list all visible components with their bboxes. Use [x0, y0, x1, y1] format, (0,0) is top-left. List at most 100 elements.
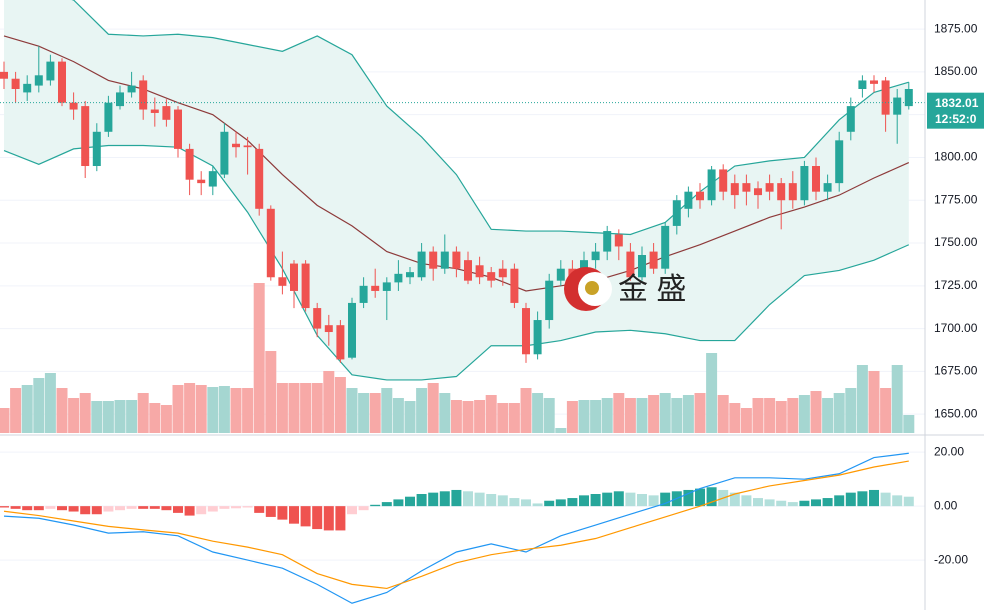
macd-bar — [776, 500, 787, 507]
volume-bar — [358, 393, 370, 433]
volume-bar — [44, 373, 56, 433]
candle-body — [11, 78, 20, 89]
macd-bar — [138, 506, 149, 509]
volume-bar — [543, 398, 555, 433]
macd-line — [3, 452, 909, 604]
volume-bar — [590, 400, 602, 433]
candle-body — [336, 325, 345, 360]
volume-bar — [10, 388, 22, 433]
volume-bar — [624, 398, 636, 433]
candle-body — [591, 251, 600, 261]
candle-body — [835, 140, 844, 184]
volume-bar — [787, 398, 799, 433]
macd-bar — [602, 492, 613, 507]
candle-body — [324, 325, 333, 333]
candle-body — [417, 251, 426, 278]
candle-body — [185, 148, 194, 180]
macd-bar — [416, 494, 427, 507]
volume-bar — [102, 401, 114, 433]
candle-body — [638, 255, 646, 278]
candle-body — [58, 61, 66, 103]
macd-bar — [521, 499, 531, 507]
y-tick-label: 1700.00 — [934, 321, 978, 335]
macd-bar — [219, 506, 230, 509]
volume-bar — [334, 377, 346, 433]
candle-body — [696, 191, 704, 201]
volume-bar — [474, 400, 486, 433]
candle-body — [232, 143, 240, 148]
macd-bar — [532, 503, 543, 507]
macd-bar — [103, 506, 114, 512]
volume-bar — [694, 393, 706, 433]
volume-bar — [172, 385, 184, 433]
candle-body — [266, 208, 275, 278]
price-axis: 1875.001850.001825.001800.001775.001750.… — [927, 21, 984, 566]
candle-body — [290, 263, 298, 291]
macd-bar — [880, 492, 891, 507]
volume-bar — [276, 383, 288, 433]
candle-body — [116, 92, 124, 107]
candle-body — [672, 200, 681, 226]
candle-body — [556, 268, 565, 281]
volume-bar — [532, 393, 544, 433]
volume-bar — [450, 400, 462, 433]
macd-bar — [741, 495, 752, 507]
last-price-time: 12:52:0 — [935, 112, 977, 126]
macd-bar — [590, 494, 601, 507]
candle-body — [127, 85, 136, 93]
macd-bar — [184, 506, 195, 516]
candle-body — [545, 280, 554, 321]
candle-body — [255, 148, 264, 209]
candle-body — [139, 80, 148, 110]
volume-bar — [323, 371, 335, 433]
volume-bar — [160, 405, 172, 433]
macd-bar — [80, 506, 91, 515]
macd-bar — [161, 506, 172, 511]
candle-body — [220, 131, 229, 175]
candle-body — [730, 183, 739, 196]
macd-bar — [869, 489, 879, 507]
volume-bar — [56, 388, 68, 433]
macd-line — [3, 460, 909, 590]
candle-body — [34, 75, 43, 86]
volume-bar — [671, 398, 683, 433]
volume-bar — [404, 401, 416, 433]
candle-body — [104, 102, 113, 132]
volume-bar — [752, 398, 764, 433]
candle-body — [382, 282, 391, 291]
candle-body — [777, 183, 786, 201]
macd-bar — [509, 498, 520, 507]
volume-bar — [369, 393, 381, 433]
macd-bar — [45, 506, 56, 509]
volume-bar — [230, 388, 242, 433]
volume-bar — [91, 401, 103, 433]
candle-body — [487, 272, 496, 281]
macd-bar — [115, 506, 125, 511]
candle-body — [301, 263, 310, 309]
macd-bar — [474, 492, 485, 507]
volume-bar — [79, 393, 91, 433]
volume-bar — [485, 395, 497, 433]
volume-bar — [288, 383, 300, 433]
candle-body — [510, 268, 519, 303]
y-tick-label: 1775.00 — [934, 192, 978, 206]
volume-bar — [659, 393, 671, 433]
macd-bar — [799, 500, 810, 507]
candle-body — [464, 260, 472, 281]
candle-body — [603, 231, 612, 252]
macd-bar — [196, 506, 207, 515]
macd-bar — [207, 506, 218, 512]
volume-bar — [497, 403, 509, 433]
volume-bar — [265, 351, 277, 433]
macd-bar — [695, 488, 705, 507]
candle-body — [0, 71, 8, 79]
candle-body — [197, 179, 206, 184]
volume-bar — [613, 393, 625, 433]
volume-bar — [508, 403, 520, 433]
macd-bar — [555, 499, 566, 507]
macd-bar — [10, 506, 21, 509]
macd-bar — [648, 495, 659, 507]
macd-bar — [68, 506, 79, 512]
candle-body — [313, 308, 322, 329]
